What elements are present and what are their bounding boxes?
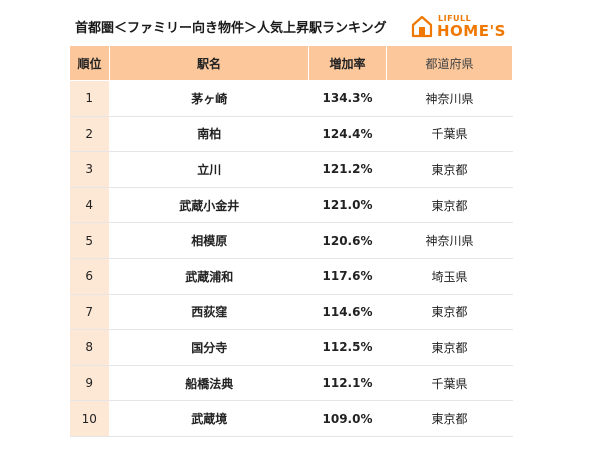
station-name-cell: 武蔵浦和	[109, 257, 309, 295]
rank-cell: 1	[69, 80, 110, 117]
rank-cell: 7	[69, 293, 110, 331]
increase-rate-cell: 112.1%	[308, 364, 387, 402]
logo-text-homes: HOME'S	[437, 22, 506, 40]
prefecture-cell: 東京都	[386, 400, 513, 437]
column-header-rank: 順位	[69, 45, 110, 81]
increase-rate-cell: 134.3%	[308, 80, 387, 117]
prefecture-cell: 千葉県	[386, 364, 513, 402]
increase-rate-cell: 121.0%	[308, 186, 387, 224]
column-header-rate: 増加率	[308, 45, 387, 81]
rank-cell: 4	[69, 186, 110, 224]
increase-rate-cell: 112.5%	[308, 329, 387, 366]
table-header-row: 順位 駅名 増加率 都道府県	[69, 45, 513, 81]
station-name-cell: 武蔵境	[109, 400, 309, 437]
rank-cell: 5	[69, 222, 110, 259]
station-name-cell: 船橋法典	[109, 364, 309, 402]
increase-rate-cell: 109.0%	[308, 400, 387, 437]
rank-cell: 8	[69, 329, 110, 366]
increase-rate-cell: 114.6%	[308, 293, 387, 331]
table-row: 10 武蔵境 109.0% 東京都	[69, 400, 513, 437]
table-row: 9 船橋法典 112.1% 千葉県	[69, 364, 513, 402]
increase-rate-cell: 124.4%	[308, 115, 387, 153]
brand-logo: LIFULL HOME'S	[411, 12, 511, 40]
table-row: 1 茅ヶ崎 134.3% 神奈川県	[69, 80, 513, 117]
rank-cell: 6	[69, 257, 110, 295]
column-header-station: 駅名	[109, 45, 309, 81]
rank-cell: 10	[69, 400, 110, 437]
station-name-cell: 国分寺	[109, 329, 309, 366]
prefecture-cell: 千葉県	[386, 115, 513, 153]
station-name-cell: 茅ヶ崎	[109, 80, 309, 117]
increase-rate-cell: 117.6%	[308, 257, 387, 295]
prefecture-cell: 神奈川県	[386, 222, 513, 259]
house-icon	[411, 15, 433, 38]
prefecture-cell: 東京都	[386, 329, 513, 366]
station-name-cell: 武蔵小金井	[109, 186, 309, 224]
station-name-cell: 南柏	[109, 115, 309, 153]
prefecture-cell: 東京都	[386, 186, 513, 224]
rank-cell: 9	[69, 364, 110, 402]
table-row: 4 武蔵小金井 121.0% 東京都	[69, 186, 513, 224]
table-body: 1 茅ヶ崎 134.3% 神奈川県 2 南柏 124.4% 千葉県 3 立川 121.2% 東京都 4 武…	[69, 80, 513, 437]
increase-rate-cell: 121.2%	[308, 151, 387, 188]
station-name-cell: 西荻窪	[109, 293, 309, 331]
page-header: 首都圏＜ファミリー向き物件＞人気上昇駅ランキング LIFULL HOME'S	[68, 6, 512, 46]
prefecture-cell: 東京都	[386, 151, 513, 188]
prefecture-cell: 東京都	[386, 293, 513, 331]
logo-text-lifull: LIFULL	[438, 14, 472, 23]
rank-cell: 2	[69, 115, 110, 153]
station-name-cell: 立川	[109, 151, 309, 188]
prefecture-cell: 埼玉県	[386, 257, 513, 295]
table-row: 8 国分寺 112.5% 東京都	[69, 329, 513, 366]
table-row: 6 武蔵浦和 117.6% 埼玉県	[69, 257, 513, 295]
page-title: 首都圏＜ファミリー向き物件＞人気上昇駅ランキング	[75, 21, 387, 36]
station-name-cell: 相模原	[109, 222, 309, 259]
table-row: 5 相模原 120.6% 神奈川県	[69, 222, 513, 259]
table-row: 3 立川 121.2% 東京都	[69, 151, 513, 188]
increase-rate-cell: 120.6%	[308, 222, 387, 259]
ranking-table: 順位 駅名 増加率 都道府県 1 茅ヶ崎 134.3% 神奈川県 2 南柏 124.4% 千葉…	[69, 45, 513, 437]
column-header-prefecture: 都道府県	[386, 45, 513, 81]
prefecture-cell: 神奈川県	[386, 80, 513, 117]
table-row: 7 西荻窪 114.6% 東京都	[69, 293, 513, 331]
table-row: 2 南柏 124.4% 千葉県	[69, 115, 513, 153]
rank-cell: 3	[69, 151, 110, 188]
